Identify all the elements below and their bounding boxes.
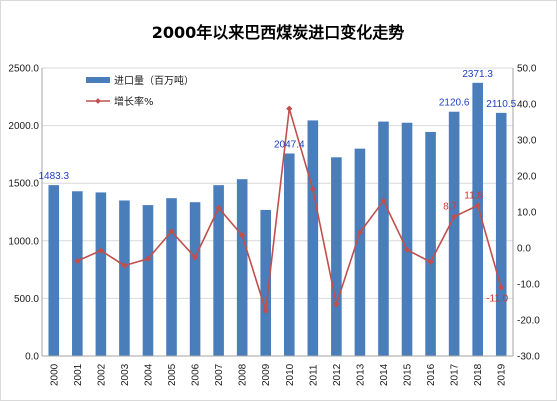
line-point [239,232,246,239]
x-tick-label: 2008 [238,363,249,386]
x-tick-label: 2012 [332,363,343,386]
y-left-tick-label: 1000.0 [8,236,39,247]
line-point [498,284,505,291]
y-right-tick-label: -30.0 [517,352,540,363]
legend-line-marker [95,98,101,104]
y-left-tick-label: 500.0 [14,294,39,305]
line-point [333,301,340,308]
line-point [215,204,222,212]
x-tick-label: 2009 [261,363,272,386]
bar [495,112,507,357]
legend: 进口量（百万吨） 增长率% [86,74,194,108]
x-tick-label: 2016 [426,363,437,386]
bar [119,200,130,356]
bar [48,185,60,356]
line-data-label: 8.7 [443,202,457,213]
line-point [309,186,316,193]
x-tick-label: 2007 [214,363,225,386]
x-tick-label: 2011 [308,364,319,386]
bar [142,205,154,356]
line-data-label: 11.8 [464,191,483,202]
x-tick-label: 2000 [49,363,60,386]
y-right-tick-label: 0.0 [517,244,531,255]
bar [189,202,201,356]
y-right-tick-label: -10.0 [517,280,540,291]
y-left-tick-label: 0.0 [25,352,39,363]
bar [166,198,177,356]
x-tick-label: 2001 [73,363,84,386]
bar [213,185,224,356]
line-point [427,258,434,266]
x-tick-label: 2018 [473,363,484,386]
bar-data-label: 1483.3 [38,171,69,182]
y-right-tick-label: -20.0 [517,316,540,327]
bar [401,122,413,356]
bar [472,82,483,357]
x-tick-label: 2003 [120,363,131,386]
line-series [74,105,505,314]
bar-data-label: 2371.3 [462,69,493,80]
x-tick-label: 2017 [450,363,461,386]
line-point [262,307,269,314]
y-right-tick-label: 20.0 [517,172,537,183]
line-point [97,247,104,254]
x-tick-label: 2014 [379,363,390,386]
bar [72,191,83,356]
bar [378,121,389,357]
legend-bar-label: 进口量（百万吨） [114,74,194,87]
line-data-label: -11.0 [486,294,508,305]
legend-bar-swatch [86,77,110,83]
bar [448,111,460,356]
y-left-tick-label: 1500.0 [8,179,39,190]
bar [425,131,436,356]
bar [331,157,342,356]
x-tick-label: 2004 [143,363,154,386]
bar [354,148,366,356]
x-tick-label: 2015 [403,363,414,386]
bar [283,153,295,356]
bar [236,179,248,356]
bar-data-label: 2120.6 [439,98,470,109]
bar-data-label: 2047.4 [274,139,305,150]
bar [307,120,319,356]
line-point [168,228,175,235]
x-tick-label: 2002 [96,363,107,386]
x-tick-label: 2010 [285,363,296,386]
chart-title: 2000年以来巴西煤炭进口变化走势 [152,23,405,42]
bar [260,209,272,356]
x-tick-label: 2013 [355,363,366,386]
x-tick-label: 2006 [191,363,202,386]
axes: 0.0 500.0 1000.0 1500.0 2000.0 2500.0 -30.0 -20… [8,64,540,387]
y-right-tick-label: 50.0 [517,64,537,75]
bar-series [48,82,507,357]
line-point [144,255,152,262]
y-right-tick-label: 40.0 [517,100,537,111]
x-tick-label: 2019 [497,363,508,386]
y-right-tick-label: 10.0 [517,208,537,219]
bar [95,192,107,356]
legend-line-label: 增长率% [114,95,154,108]
data-labels: 1483.3 2047.4 2120.6 2371.3 2110.5 8.7 11.8 -11… [38,69,516,305]
y-left-tick-label: 2500.0 [8,64,39,75]
y-left-tick-label: 2000.0 [8,121,39,132]
bar-data-label: 2110.5 [486,99,516,110]
y-right-tick-label: 30.0 [517,136,537,147]
x-tick-label: 2005 [167,363,178,386]
